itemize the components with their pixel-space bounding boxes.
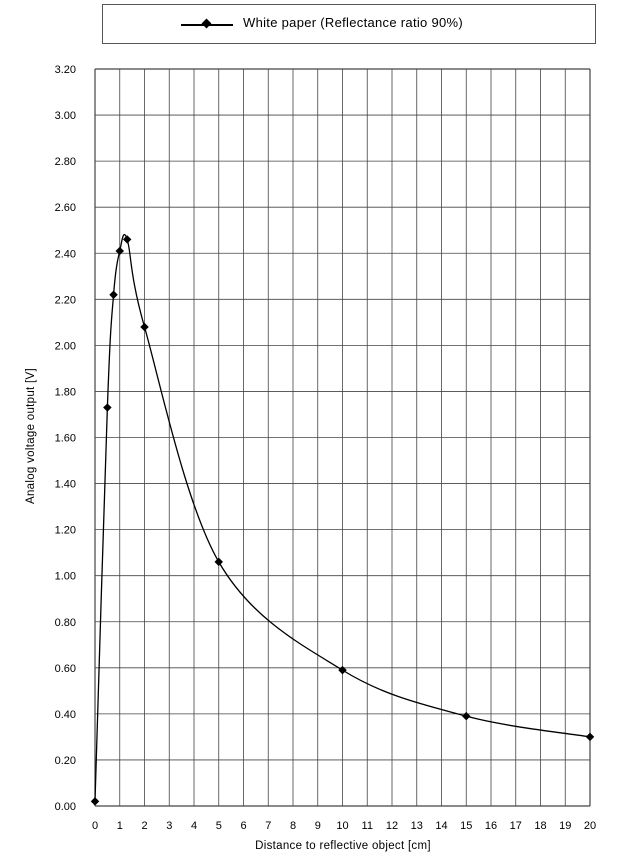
x-tick-label: 10 (336, 820, 348, 832)
x-tick-label: 18 (534, 820, 546, 832)
x-tick-label: 4 (191, 820, 197, 832)
data-point-marker (115, 246, 124, 256)
legend-series-label: White paper (Reflectance ratio 90%) (243, 15, 464, 30)
x-axis-label: Distance to reflective object [cm] (255, 840, 431, 852)
x-tick-label: 6 (240, 820, 246, 832)
y-tick-label: 2.60 (55, 202, 76, 214)
x-tick-label: 3 (166, 820, 172, 832)
y-tick-label: 2.00 (55, 340, 76, 352)
y-axis-label: Analog voltage output [V] (25, 368, 37, 504)
data-point-marker (140, 322, 149, 332)
data-point-marker (90, 797, 100, 806)
y-tick-label: 2.80 (55, 156, 76, 168)
y-tick-label: 1.40 (55, 479, 76, 491)
grid-lines (94, 68, 591, 807)
x-tick-labels: 0 1 2 3 4 5 6 7 8 9 10 11 12 13 14 15 16 17 18 19 20 (92, 820, 596, 832)
x-tick-label: 16 (485, 820, 497, 832)
y-tick-label: 0.00 (55, 801, 76, 813)
data-point-marker (338, 665, 347, 675)
y-tick-label: 1.00 (55, 571, 76, 583)
y-tick-label: 1.60 (55, 433, 76, 445)
y-tick-label: 0.20 (55, 755, 76, 767)
y-tick-label: 0.80 (55, 617, 76, 629)
x-tick-label: 5 (216, 820, 222, 832)
y-tick-label: 0.40 (55, 709, 76, 721)
data-point-marker (462, 711, 471, 721)
x-tick-label: 17 (510, 820, 522, 832)
x-tick-label: 9 (315, 820, 321, 832)
data-point-marker (109, 290, 118, 299)
data-point-marker (122, 235, 132, 244)
x-tick-label: 13 (411, 820, 423, 832)
x-tick-label: 19 (559, 820, 571, 832)
y-tick-label: 0.60 (55, 663, 76, 675)
x-tick-label: 2 (141, 820, 147, 832)
y-tick-label: 3.00 (55, 110, 76, 122)
y-tick-label: 3.20 (55, 64, 76, 76)
x-tick-label: 14 (435, 820, 447, 832)
x-tick-label: 7 (265, 820, 271, 832)
y-tick-label: 1.20 (55, 525, 76, 537)
x-tick-label: 20 (584, 820, 596, 832)
data-point-marker (585, 732, 595, 742)
x-tick-label: 8 (290, 820, 296, 832)
data-point-marker (103, 403, 112, 412)
y-tick-label: 2.20 (55, 294, 76, 306)
x-tick-label: 1 (117, 820, 123, 832)
y-tick-label: 1.80 (55, 386, 76, 398)
x-tick-label: 11 (362, 820, 373, 832)
x-tick-label: 0 (92, 820, 98, 832)
x-tick-label: 12 (386, 820, 398, 832)
data-point-marker (214, 557, 223, 567)
y-tick-label: 2.40 (55, 248, 76, 260)
x-tick-label: 15 (460, 820, 472, 832)
y-tick-labels: 0.00 0.20 0.40 0.60 0.80 1.00 1.20 1.40 1.60 1.80… (55, 64, 76, 813)
legend: White paper (Reflectance ratio 90%) (102, 4, 596, 44)
